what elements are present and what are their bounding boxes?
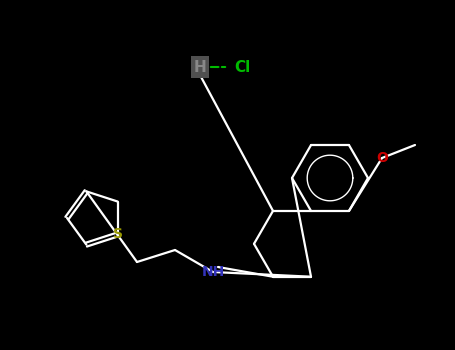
Text: S: S: [113, 228, 123, 241]
Text: Cl: Cl: [234, 60, 250, 75]
Text: NH: NH: [202, 265, 225, 279]
Text: H: H: [194, 60, 207, 75]
Text: O: O: [376, 151, 388, 165]
